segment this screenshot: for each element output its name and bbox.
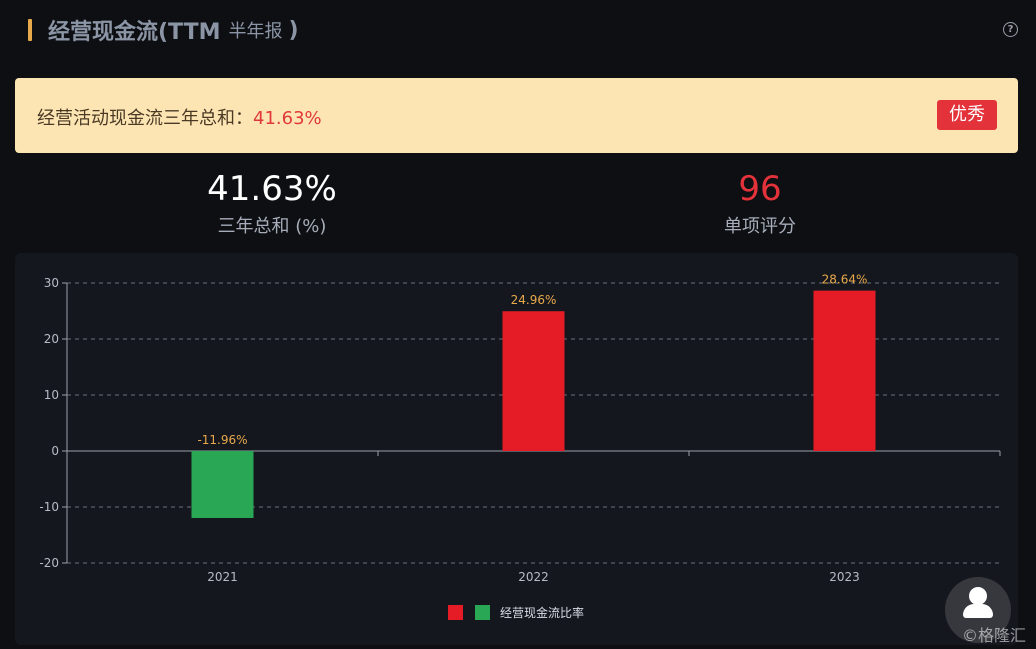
- stat-score-value: 96: [738, 169, 782, 209]
- legend-label: 经营现金流比率: [500, 606, 585, 620]
- stat-score-label: 单项评分: [724, 216, 796, 237]
- x-tick-label: 2022: [518, 570, 549, 584]
- y-tick-label: -20: [39, 556, 59, 570]
- title-accent-bar: [28, 19, 32, 41]
- bar: [502, 311, 565, 451]
- section-subtitle: 半年报: [228, 21, 283, 42]
- bar-chart: 30 20 10 0 -10 -20 -11.96% 2021 24.96% 2022 28.64%…: [39, 273, 1001, 584]
- summary-value: 41.63%: [253, 108, 322, 129]
- section-title: 经营现金流(TTM: [48, 20, 221, 45]
- data-label: -11.96%: [197, 433, 247, 447]
- section-title-close: ): [288, 17, 299, 43]
- data-label: 24.96%: [511, 293, 557, 307]
- y-tick-label: -10: [39, 500, 59, 514]
- chart-legend[interactable]: 经营现金流比率: [448, 604, 584, 621]
- y-tick-label: 0: [51, 444, 59, 458]
- stat-score: 96 单项评分: [660, 168, 860, 238]
- summary-label: 经营活动现金流三年总和：: [37, 108, 253, 129]
- x-tick-label: 2023: [829, 570, 860, 584]
- y-tick-label: 30: [44, 276, 59, 290]
- data-label: 28.64%: [822, 273, 868, 287]
- y-tick-label: 20: [44, 332, 59, 346]
- watermark: ©格隆汇: [962, 622, 1026, 646]
- user-icon-head: [969, 587, 987, 605]
- watermark-text: 格隆汇: [978, 626, 1027, 645]
- user-icon-body: [963, 604, 993, 618]
- chart-panel: 30 20 10 0 -10 -20 -11.96% 2021 24.96% 2022 28.64%…: [15, 253, 1018, 645]
- stat-total-value: 41.63%: [207, 169, 337, 209]
- y-tick-label: 10: [44, 388, 59, 402]
- bar: [191, 451, 254, 518]
- legend-swatch-positive: [448, 605, 463, 620]
- section-header: 经营现金流(TTM 半年报 ): [28, 14, 299, 46]
- watermark-prefix: ©: [962, 626, 978, 645]
- stat-total: 41.63% 三年总和 (%): [172, 168, 372, 238]
- legend-swatch-negative: [475, 605, 490, 620]
- x-tick-label: 2021: [207, 570, 238, 584]
- rating-badge: 优秀: [937, 100, 997, 130]
- question-circle-icon[interactable]: ?: [1003, 22, 1018, 37]
- user-avatar-button[interactable]: [945, 577, 1011, 643]
- stat-total-label: 三年总和 (%): [217, 216, 327, 237]
- bar: [813, 290, 876, 451]
- summary-banner: 经营活动现金流三年总和：41.63% 优秀: [15, 78, 1018, 153]
- summary-text: 经营活动现金流三年总和：41.63%: [37, 104, 322, 130]
